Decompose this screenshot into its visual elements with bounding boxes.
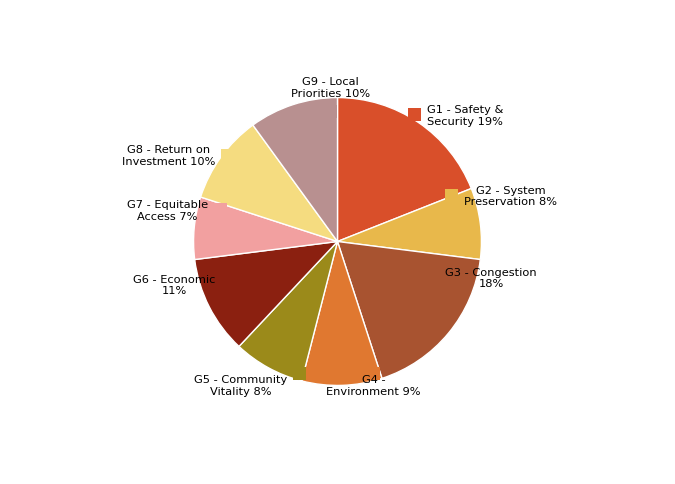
Text: G2 - System
Preservation 8%: G2 - System Preservation 8% bbox=[464, 185, 557, 207]
Wedge shape bbox=[200, 126, 338, 242]
Wedge shape bbox=[253, 98, 338, 242]
Text: G1 - Safety &
Security 19%: G1 - Safety & Security 19% bbox=[427, 105, 503, 126]
FancyBboxPatch shape bbox=[427, 272, 439, 285]
Text: G4 -
Environment 9%: G4 - Environment 9% bbox=[326, 374, 421, 396]
Wedge shape bbox=[338, 242, 481, 378]
Wedge shape bbox=[194, 242, 338, 347]
FancyBboxPatch shape bbox=[221, 150, 234, 162]
Wedge shape bbox=[239, 242, 338, 381]
FancyBboxPatch shape bbox=[324, 106, 337, 119]
Text: G6 - Economic
11%: G6 - Economic 11% bbox=[133, 274, 215, 296]
FancyBboxPatch shape bbox=[293, 368, 306, 380]
FancyBboxPatch shape bbox=[214, 204, 227, 217]
Text: G9 - Local
Priorities 10%: G9 - Local Priorities 10% bbox=[291, 77, 370, 98]
Text: G5 - Community
Vitality 8%: G5 - Community Vitality 8% bbox=[194, 374, 287, 396]
Wedge shape bbox=[194, 197, 338, 260]
Wedge shape bbox=[338, 189, 481, 260]
Text: G7 - Equitable
Access 7%: G7 - Equitable Access 7% bbox=[127, 199, 208, 221]
FancyBboxPatch shape bbox=[446, 190, 458, 202]
Text: G8 - Return on
Investment 10%: G8 - Return on Investment 10% bbox=[122, 145, 215, 166]
FancyBboxPatch shape bbox=[221, 279, 234, 291]
FancyBboxPatch shape bbox=[408, 109, 421, 122]
Wedge shape bbox=[338, 98, 471, 242]
Wedge shape bbox=[302, 242, 382, 386]
Text: G3 - Congestion
18%: G3 - Congestion 18% bbox=[446, 267, 537, 288]
FancyBboxPatch shape bbox=[367, 368, 380, 380]
